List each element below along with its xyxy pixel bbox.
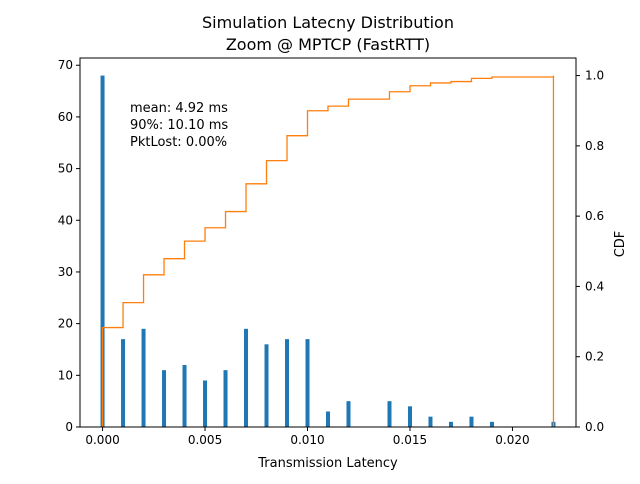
y2-tick-label: 1.0	[585, 69, 604, 83]
y-tick-label: 50	[58, 162, 73, 176]
y2-tick-label: 0.8	[585, 139, 604, 153]
y2-tick-label: 0.6	[585, 209, 604, 223]
histogram-bar	[162, 370, 167, 427]
stats-annotation-line-2: 90%: 10.10 ms	[130, 118, 228, 133]
plot-frame	[79, 57, 577, 428]
histogram-bar	[285, 339, 290, 427]
y-tick-label: 70	[58, 58, 73, 72]
histogram-bar	[223, 370, 228, 427]
y2-tick-label: 0.4	[585, 279, 604, 293]
histogram-bar	[305, 339, 310, 427]
y-tick-label: 20	[58, 317, 73, 331]
histogram-bar	[407, 406, 412, 427]
histogram-bar	[448, 421, 453, 427]
stats-annotation-line-1: mean: 4.92 ms	[130, 101, 228, 116]
histogram-bar	[244, 328, 249, 427]
histogram-bar	[100, 75, 105, 428]
x-axis-label: Transmission Latency	[257, 456, 398, 471]
plot-layer: 0.000 0.005 0.010 0.015 0.020 0 10 20 30 40 50 60 70…	[58, 57, 604, 447]
x-tick-label: 0.020	[495, 433, 529, 447]
y-tick-label: 10	[58, 368, 73, 382]
y2-tick-label: 0.2	[585, 350, 604, 364]
y-tick-label: 60	[58, 110, 73, 124]
y-tick-label: 30	[58, 265, 73, 279]
x-tick-label: 0.005	[188, 433, 222, 447]
histogram-bar	[326, 411, 330, 427]
histogram-bar	[121, 339, 126, 427]
y-tick-label: 0	[65, 420, 73, 434]
x-tick-label: 0.015	[393, 433, 427, 447]
chart-subtitle: Zoom @ MPTCP (FastRTT)	[226, 35, 430, 54]
histogram-bar	[387, 401, 392, 427]
x-tick-label: 0.010	[290, 433, 324, 447]
histogram-bar	[428, 416, 433, 427]
histogram-bar	[489, 421, 494, 427]
cdf-step-line	[101, 75, 555, 427]
y2-tick-label: 0.0	[585, 420, 604, 434]
histogram-bar	[141, 328, 146, 427]
histogram-bar	[182, 364, 187, 427]
histogram-bar	[264, 344, 269, 427]
stats-annotation-line-3: PktLost: 0.00%	[130, 135, 227, 150]
chart-title: Simulation Latecny Distribution	[202, 13, 454, 32]
histogram-bar	[203, 380, 208, 427]
histogram-bar	[469, 416, 474, 427]
y-tick-label: 40	[58, 213, 73, 227]
y2-axis-label: CDF	[613, 231, 628, 258]
x-tick-label: 0.000	[85, 433, 119, 447]
histogram-bar	[346, 401, 351, 427]
